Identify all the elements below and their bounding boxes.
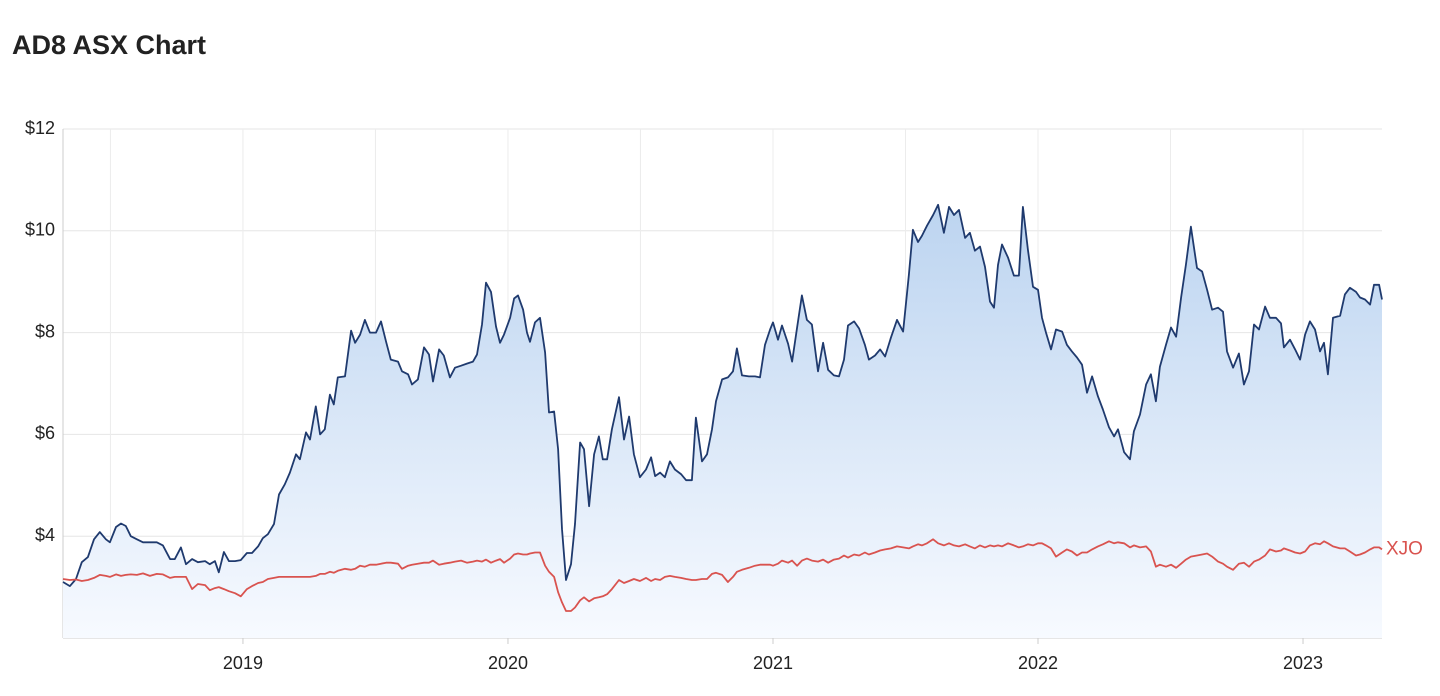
y-tick-label: $12 [25, 118, 55, 138]
x-tick-label: 2022 [1018, 653, 1058, 673]
y-tick-label: $4 [35, 525, 55, 545]
line [62, 203, 1383, 587]
x-tick-label: 2023 [1283, 653, 1323, 673]
chart-title: AD8 ASX Chart [12, 30, 206, 60]
y-tick-label: $6 [35, 423, 55, 443]
x-tick-label: 2020 [488, 653, 528, 673]
series-label: XJO [1386, 538, 1423, 559]
y-tick-label: $10 [25, 220, 55, 240]
x-tick-label: 2019 [223, 653, 263, 673]
area [63, 204, 1382, 639]
y-tick-label: $8 [35, 321, 55, 341]
line [62, 538, 1383, 612]
x-tick-label: 2021 [753, 653, 793, 673]
